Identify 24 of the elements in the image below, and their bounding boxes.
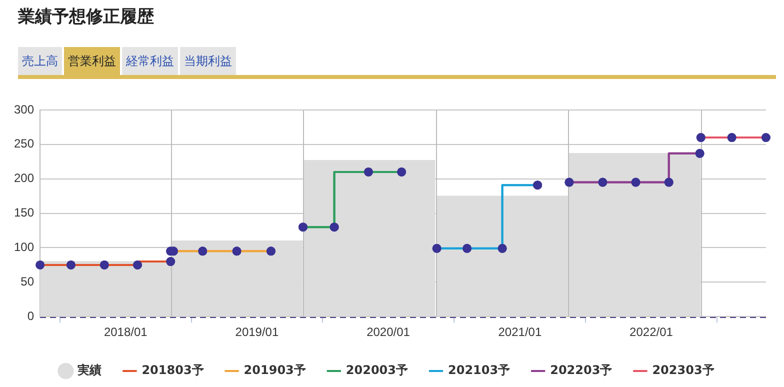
x-tick-label: 2019/01 — [235, 325, 279, 340]
text: 売上高 — [18, 47, 62, 75]
y-tick-label: 50 — [20, 274, 34, 288]
legend-label: 実績 — [76, 363, 102, 378]
x-tick-label: 2022/01 — [630, 325, 674, 340]
x-tick-label: 2021/01 — [498, 325, 542, 340]
text: 営業利益 — [64, 47, 120, 75]
y-tick-label: 150 — [14, 206, 34, 220]
x-tick-label: 2018/01 — [104, 325, 148, 340]
legend-label: 202203予 — [550, 363, 612, 378]
y-tick-label: 100 — [14, 240, 34, 254]
x-tick-label: 2020/01 — [366, 325, 410, 340]
y-tick-label: 0 — [27, 308, 34, 323]
y-tick-label: 300 — [14, 102, 34, 116]
legend-label: 202003予 — [346, 363, 408, 378]
text: 当期利益 — [180, 47, 236, 75]
legend-label: 202103予 — [448, 363, 510, 378]
text: 経常利益 — [122, 47, 178, 75]
y-tick-label: 250 — [14, 136, 34, 151]
chart-title: 業績予想修正履歴 — [18, 6, 154, 28]
y-tick-label: 200 — [14, 171, 34, 186]
legend-label: 201903予 — [244, 363, 306, 378]
legend-label: 201803予 — [142, 363, 204, 378]
legend-label: 202303予 — [652, 363, 714, 378]
